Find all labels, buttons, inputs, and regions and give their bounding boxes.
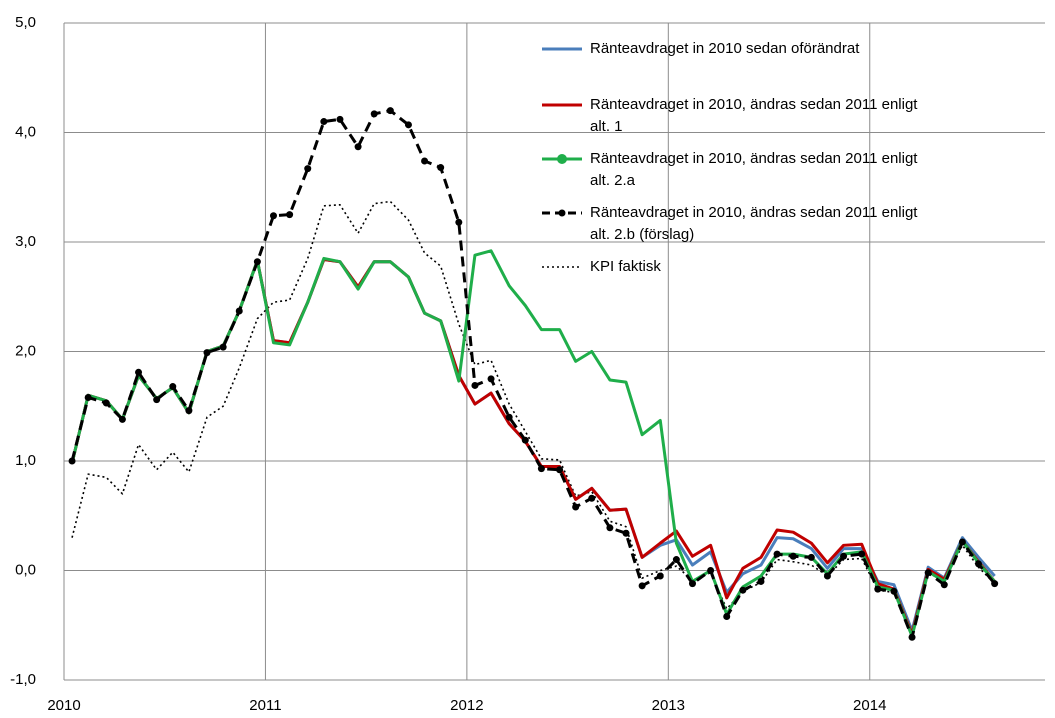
data-point bbox=[556, 466, 564, 474]
data-point bbox=[102, 399, 110, 407]
legend-label: Ränteavdraget in 2010, ändras sedan 2011… bbox=[590, 96, 918, 135]
series-line bbox=[70, 109, 996, 639]
data-point bbox=[858, 550, 866, 558]
y-tick-label: -1,0 bbox=[10, 671, 36, 688]
legend-swatch bbox=[542, 47, 582, 51]
data-point bbox=[521, 436, 529, 444]
data-point bbox=[386, 107, 394, 115]
data-point bbox=[622, 529, 630, 537]
y-tick-label: 3,0 bbox=[15, 233, 36, 250]
data-point bbox=[269, 212, 277, 220]
legend-swatch bbox=[542, 209, 582, 217]
data-point bbox=[606, 524, 614, 532]
legend-entry: Ränteavdraget in 2010, ändras sedan 2011… bbox=[540, 94, 940, 138]
legend-swatch bbox=[542, 266, 582, 268]
data-point bbox=[773, 550, 781, 558]
data-point bbox=[958, 538, 966, 546]
data-point bbox=[185, 407, 193, 415]
data-point bbox=[235, 307, 243, 315]
data-point bbox=[908, 633, 916, 641]
data-point bbox=[354, 143, 362, 151]
data-point bbox=[118, 415, 126, 423]
data-point bbox=[169, 383, 177, 391]
data-point bbox=[153, 396, 161, 404]
data-point bbox=[688, 580, 696, 588]
data-point bbox=[723, 612, 731, 620]
y-tick-label: 5,0 bbox=[15, 14, 36, 31]
legend-label: Ränteavdraget in 2010, ändras sedan 2011… bbox=[590, 150, 918, 189]
data-point bbox=[890, 587, 898, 595]
data-point bbox=[924, 569, 932, 577]
data-point bbox=[370, 110, 378, 118]
data-point bbox=[135, 368, 143, 376]
x-tick-label: 2013 bbox=[652, 697, 685, 714]
y-tick-label: 1,0 bbox=[15, 452, 36, 469]
data-point bbox=[320, 118, 328, 126]
data-point bbox=[203, 349, 211, 357]
data-point bbox=[572, 503, 580, 511]
data-point bbox=[421, 157, 429, 165]
data-point bbox=[656, 572, 664, 580]
legend-marker bbox=[558, 209, 566, 217]
legend-entry: Ränteavdraget in 2010, ändras sedan 2011… bbox=[540, 148, 940, 192]
data-point bbox=[304, 165, 312, 173]
data-point bbox=[68, 457, 76, 465]
data-point bbox=[757, 577, 765, 585]
x-tick-label: 2010 bbox=[47, 697, 80, 714]
data-point bbox=[471, 381, 479, 389]
data-point bbox=[437, 164, 445, 172]
data-point bbox=[455, 218, 463, 226]
legend-entry: Ränteavdraget in 2010, ändras sedan 2011… bbox=[540, 202, 940, 246]
data-point bbox=[739, 586, 747, 594]
legend-label: KPI faktisk bbox=[590, 258, 661, 275]
legend-entry: Ränteavdraget in 2010 sedan oförändrat bbox=[540, 38, 940, 60]
x-tick-label: 2012 bbox=[450, 697, 483, 714]
data-point bbox=[537, 465, 545, 473]
data-point bbox=[404, 121, 412, 129]
legend-marker bbox=[557, 154, 567, 164]
data-point bbox=[638, 582, 646, 590]
data-point bbox=[336, 115, 344, 123]
legend-label: Ränteavdraget in 2010 sedan oförändrat bbox=[590, 40, 860, 57]
y-tick-label: 0,0 bbox=[15, 561, 36, 578]
legend-swatch bbox=[542, 103, 582, 107]
data-point bbox=[286, 211, 294, 219]
data-point bbox=[672, 556, 680, 564]
data-point bbox=[505, 413, 513, 421]
series-line bbox=[70, 249, 996, 638]
legend-swatch bbox=[542, 154, 582, 164]
data-point bbox=[487, 375, 495, 383]
data-point bbox=[707, 567, 715, 574]
data-point bbox=[219, 343, 227, 351]
data-point bbox=[253, 258, 261, 266]
x-tick-label: 2011 bbox=[249, 697, 281, 714]
data-point bbox=[807, 553, 815, 561]
legend-label: Ränteavdraget in 2010, ändras sedan 2011… bbox=[590, 204, 918, 243]
data-point bbox=[975, 560, 983, 568]
data-point bbox=[588, 494, 596, 502]
legend-entry: KPI faktisk bbox=[540, 256, 940, 278]
data-point bbox=[940, 581, 948, 589]
x-tick-label: 2014 bbox=[853, 697, 886, 714]
data-point bbox=[789, 552, 797, 560]
data-point bbox=[991, 580, 999, 588]
y-tick-label: 4,0 bbox=[15, 123, 36, 140]
data-point bbox=[823, 572, 831, 580]
data-point bbox=[874, 585, 882, 593]
data-point bbox=[84, 393, 92, 401]
data-point bbox=[840, 552, 848, 560]
y-tick-label: 2,0 bbox=[15, 342, 36, 359]
